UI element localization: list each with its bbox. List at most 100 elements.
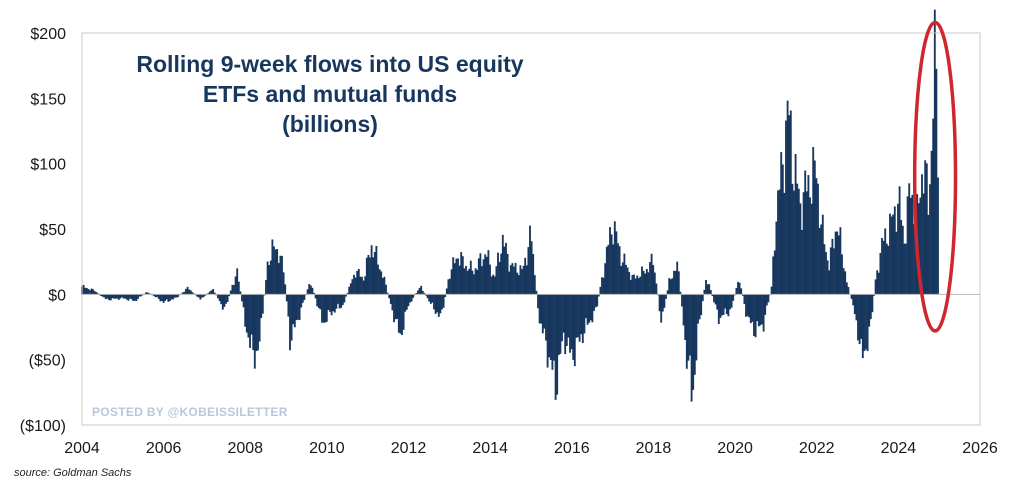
flow-bar bbox=[116, 294, 119, 299]
flow-bar bbox=[247, 294, 250, 338]
flow-bar bbox=[609, 227, 611, 295]
flow-bar bbox=[420, 285, 423, 295]
flow-bar bbox=[423, 292, 426, 295]
flow-bar bbox=[641, 266, 643, 295]
flow-bar bbox=[777, 190, 779, 295]
bar-series bbox=[81, 9, 939, 402]
flow-bar bbox=[468, 268, 471, 295]
flow-bar bbox=[242, 294, 245, 308]
flow-bar bbox=[311, 287, 314, 295]
flow-bar bbox=[489, 264, 491, 295]
flow-bar bbox=[319, 294, 322, 310]
flow-bar bbox=[100, 294, 103, 297]
flow-bar bbox=[719, 294, 722, 318]
flow-bar bbox=[850, 294, 853, 299]
flow-bar bbox=[449, 278, 451, 295]
flow-bar bbox=[871, 294, 874, 313]
flow-bar bbox=[863, 294, 866, 351]
flow-bar bbox=[428, 294, 431, 302]
flow-bar bbox=[495, 266, 498, 295]
flow-bar bbox=[415, 292, 418, 295]
flow-bar bbox=[604, 263, 607, 295]
flow-bar bbox=[372, 257, 375, 295]
flow-bar bbox=[543, 294, 546, 329]
flow-bar bbox=[791, 183, 794, 295]
flow-bar bbox=[213, 292, 216, 295]
flow-bar bbox=[621, 262, 624, 295]
flow-bar bbox=[906, 196, 909, 295]
flow-bar bbox=[629, 279, 632, 295]
flow-bar bbox=[567, 294, 570, 338]
flow-bar bbox=[465, 265, 467, 295]
flow-bar bbox=[533, 275, 536, 295]
x-tick-label: 2020 bbox=[717, 440, 753, 457]
flow-bar bbox=[897, 203, 899, 295]
flow-bar bbox=[330, 294, 333, 316]
flow-bar bbox=[281, 255, 283, 295]
flow-bar bbox=[841, 254, 843, 295]
flow-bar bbox=[767, 294, 770, 303]
flow-bar bbox=[146, 292, 149, 295]
flow-bar bbox=[932, 118, 935, 295]
flow-bar bbox=[885, 243, 888, 295]
flow-bar bbox=[921, 174, 923, 295]
flow-bar bbox=[316, 294, 319, 307]
flow-bar bbox=[772, 256, 775, 295]
flow-bar bbox=[201, 294, 203, 298]
flow-bar bbox=[930, 150, 933, 295]
flow-bar bbox=[85, 287, 88, 295]
flow-bar bbox=[781, 164, 784, 295]
flow-bar bbox=[164, 294, 167, 301]
flow-bar bbox=[692, 294, 695, 390]
flow-bar bbox=[287, 294, 290, 317]
flow-bar bbox=[225, 294, 227, 304]
flow-bar bbox=[273, 246, 275, 295]
flow-bar bbox=[532, 254, 535, 295]
flow-bar bbox=[135, 294, 138, 302]
flow-bar bbox=[721, 294, 723, 316]
flow-bar bbox=[500, 253, 503, 295]
flow-bar bbox=[433, 294, 435, 310]
flow-bar bbox=[329, 294, 331, 312]
flow-bar bbox=[711, 294, 714, 297]
y-tick-label: ($100) bbox=[20, 418, 66, 435]
flow-bar bbox=[653, 272, 656, 295]
flow-bar bbox=[89, 290, 91, 295]
flow-bar bbox=[756, 294, 759, 322]
flow-bar bbox=[525, 265, 528, 295]
flow-bar bbox=[338, 294, 341, 309]
flow-bar bbox=[681, 294, 683, 307]
flow-bar bbox=[405, 294, 408, 310]
flow-bar bbox=[93, 291, 96, 295]
chart-title-line-2: ETFs and mutual funds bbox=[203, 81, 457, 107]
flow-bar bbox=[801, 229, 803, 295]
flow-bar bbox=[716, 294, 719, 310]
flow-bar bbox=[658, 294, 661, 312]
chart-title-line-1: Rolling 9-week flows into US equity bbox=[136, 51, 523, 77]
flow-bar bbox=[450, 269, 453, 295]
flow-bar bbox=[266, 261, 269, 295]
flow-bar bbox=[628, 272, 631, 295]
flow-bar bbox=[663, 294, 666, 308]
flow-bar bbox=[105, 294, 107, 300]
flow-bar bbox=[327, 294, 330, 310]
flow-bar bbox=[652, 265, 655, 295]
flow-bar bbox=[890, 216, 893, 295]
flow-bar bbox=[639, 276, 642, 295]
flow-bar bbox=[764, 294, 767, 315]
flow-bar bbox=[575, 294, 578, 338]
flow-bar bbox=[645, 268, 648, 295]
flow-bar bbox=[290, 294, 293, 341]
flow-bar bbox=[252, 294, 255, 351]
flow-bar bbox=[140, 294, 143, 297]
flow-bar bbox=[397, 294, 400, 333]
flow-bar bbox=[84, 287, 87, 295]
flow-bar bbox=[516, 272, 519, 295]
flow-bar bbox=[578, 294, 581, 342]
flow-bar bbox=[154, 294, 157, 298]
flow-bar bbox=[122, 294, 125, 299]
flow-bar bbox=[757, 294, 760, 327]
flow-bar bbox=[844, 271, 847, 295]
flow-bar bbox=[125, 294, 128, 300]
flow-bar bbox=[410, 294, 413, 302]
